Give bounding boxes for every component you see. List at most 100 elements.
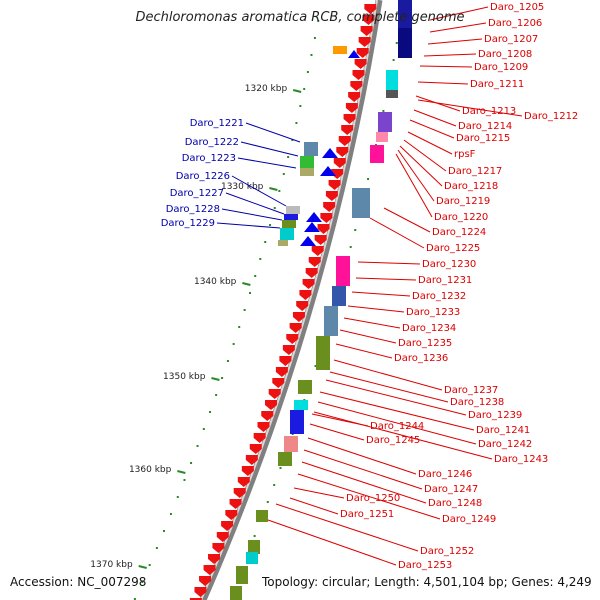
gene-block xyxy=(370,145,384,163)
gene-block xyxy=(282,220,296,228)
scale-dot xyxy=(295,122,298,124)
gene-label: Daro_1212 xyxy=(524,111,578,122)
leader-line xyxy=(325,379,467,416)
reverse-strand-arrow xyxy=(322,148,338,158)
gene-block xyxy=(398,28,412,58)
leader-line xyxy=(343,317,401,329)
forward-strand-arrow xyxy=(354,59,367,69)
gene-label: Daro_1211 xyxy=(470,79,524,90)
leader-line xyxy=(275,503,419,552)
forward-strand-arrow xyxy=(229,499,242,509)
leader-line xyxy=(395,153,433,218)
forward-strand-arrow xyxy=(299,290,312,300)
gene-label: Daro_1236 xyxy=(394,353,448,364)
leader-line xyxy=(311,413,369,427)
gene-block xyxy=(300,168,314,176)
reverse-strand-arrow xyxy=(304,222,320,232)
scale-dot xyxy=(278,190,281,192)
leader-line xyxy=(289,497,339,515)
forward-strand-arrow xyxy=(212,543,225,553)
gene-label: Daro_1234 xyxy=(402,323,456,334)
scale-dot xyxy=(279,467,282,469)
leader-line xyxy=(427,38,483,45)
scale-dot xyxy=(273,207,276,209)
forward-strand-arrow xyxy=(364,4,377,14)
gene-label: Daro_1245 xyxy=(366,435,420,446)
gene-label: Daro_1228 xyxy=(166,204,220,215)
gene-label: Daro_1221 xyxy=(190,118,244,129)
gene-labels-layer: Daro_1205 Daro_1206 Daro_1207 Daro_1208 Daro… xyxy=(161,2,579,571)
gene-label: Daro_1208 xyxy=(478,49,532,60)
leader-line xyxy=(355,277,417,281)
scale-dot xyxy=(248,292,251,294)
gene-label: Daro_1242 xyxy=(478,439,532,450)
gene-block xyxy=(248,540,260,554)
gene-block xyxy=(246,552,258,564)
gene-block xyxy=(378,112,392,132)
forward-strand-arrow xyxy=(253,433,266,443)
scale-dot xyxy=(282,173,285,175)
scale-dot xyxy=(226,360,229,362)
scale-dot xyxy=(287,156,290,158)
gene-block xyxy=(324,306,338,336)
forward-strand-arrow xyxy=(314,235,327,245)
gene-label: Daro_1226 xyxy=(176,171,230,182)
forward-strand-arrow xyxy=(333,158,346,168)
leader-line xyxy=(317,401,477,445)
scale-dot xyxy=(291,139,294,141)
gene-block xyxy=(284,214,298,220)
gene-label: Daro_1213 xyxy=(462,106,516,117)
forward-strand-arrow xyxy=(336,147,349,157)
leader-line xyxy=(357,261,421,265)
leader-line xyxy=(303,449,423,490)
leader-line xyxy=(407,131,453,155)
scale-dot xyxy=(232,343,235,345)
leader-line xyxy=(231,175,287,207)
scale-tick-label: 1330 kbp xyxy=(221,182,264,192)
gene-label: Daro_1206 xyxy=(488,18,542,29)
leader-line xyxy=(429,6,489,21)
gene-label: Daro_1232 xyxy=(412,291,466,302)
forward-strand-arrow xyxy=(194,587,207,597)
forward-strand-arrow xyxy=(345,103,358,113)
gene-block xyxy=(336,256,350,286)
gene-label: Daro_1214 xyxy=(458,121,512,132)
forward-strand-arrow xyxy=(257,422,270,432)
scale-dot xyxy=(310,54,313,56)
forward-strand-arrow xyxy=(233,488,246,498)
leader-line xyxy=(245,122,301,143)
reverse-strand-arrow xyxy=(300,236,316,246)
gene-block xyxy=(256,510,268,522)
forward-strand-arrow xyxy=(305,268,318,278)
scale-dot xyxy=(264,241,267,243)
leader-line xyxy=(307,437,417,475)
forward-strand-arrow xyxy=(216,532,229,542)
leader-line xyxy=(267,519,397,566)
scale-dot xyxy=(202,428,205,430)
leader-line xyxy=(309,423,365,441)
gene-label: rpsF xyxy=(454,149,476,160)
forward-strand-arrow xyxy=(282,345,295,355)
gene-block xyxy=(290,410,304,434)
gene-label: Daro_1250 xyxy=(346,493,400,504)
gene-label: Daro_1251 xyxy=(340,509,394,520)
gene-label: Daro_1217 xyxy=(448,166,502,177)
gene-label: Daro_1252 xyxy=(420,546,474,557)
forward-strand-arrow xyxy=(203,565,216,575)
genome-title: Dechloromonas aromatica RCB, complete ge… xyxy=(135,10,465,25)
leader-line xyxy=(335,343,393,359)
scale-dot xyxy=(303,88,306,90)
leader-line xyxy=(409,119,455,139)
scale-dot xyxy=(266,501,269,503)
forward-strand-arrow xyxy=(221,521,234,531)
gene-label: Daro_1215 xyxy=(456,133,510,144)
leader-line xyxy=(351,291,411,297)
forward-strand-arrow xyxy=(343,114,356,124)
forward-strand-arrow xyxy=(279,356,292,366)
leader-line xyxy=(397,149,435,202)
genes-value: 4,249 xyxy=(557,575,592,589)
scale-tick-label: 1370 kbp xyxy=(90,560,133,570)
leader-lines-layer xyxy=(216,6,523,566)
leader-line xyxy=(216,222,281,229)
